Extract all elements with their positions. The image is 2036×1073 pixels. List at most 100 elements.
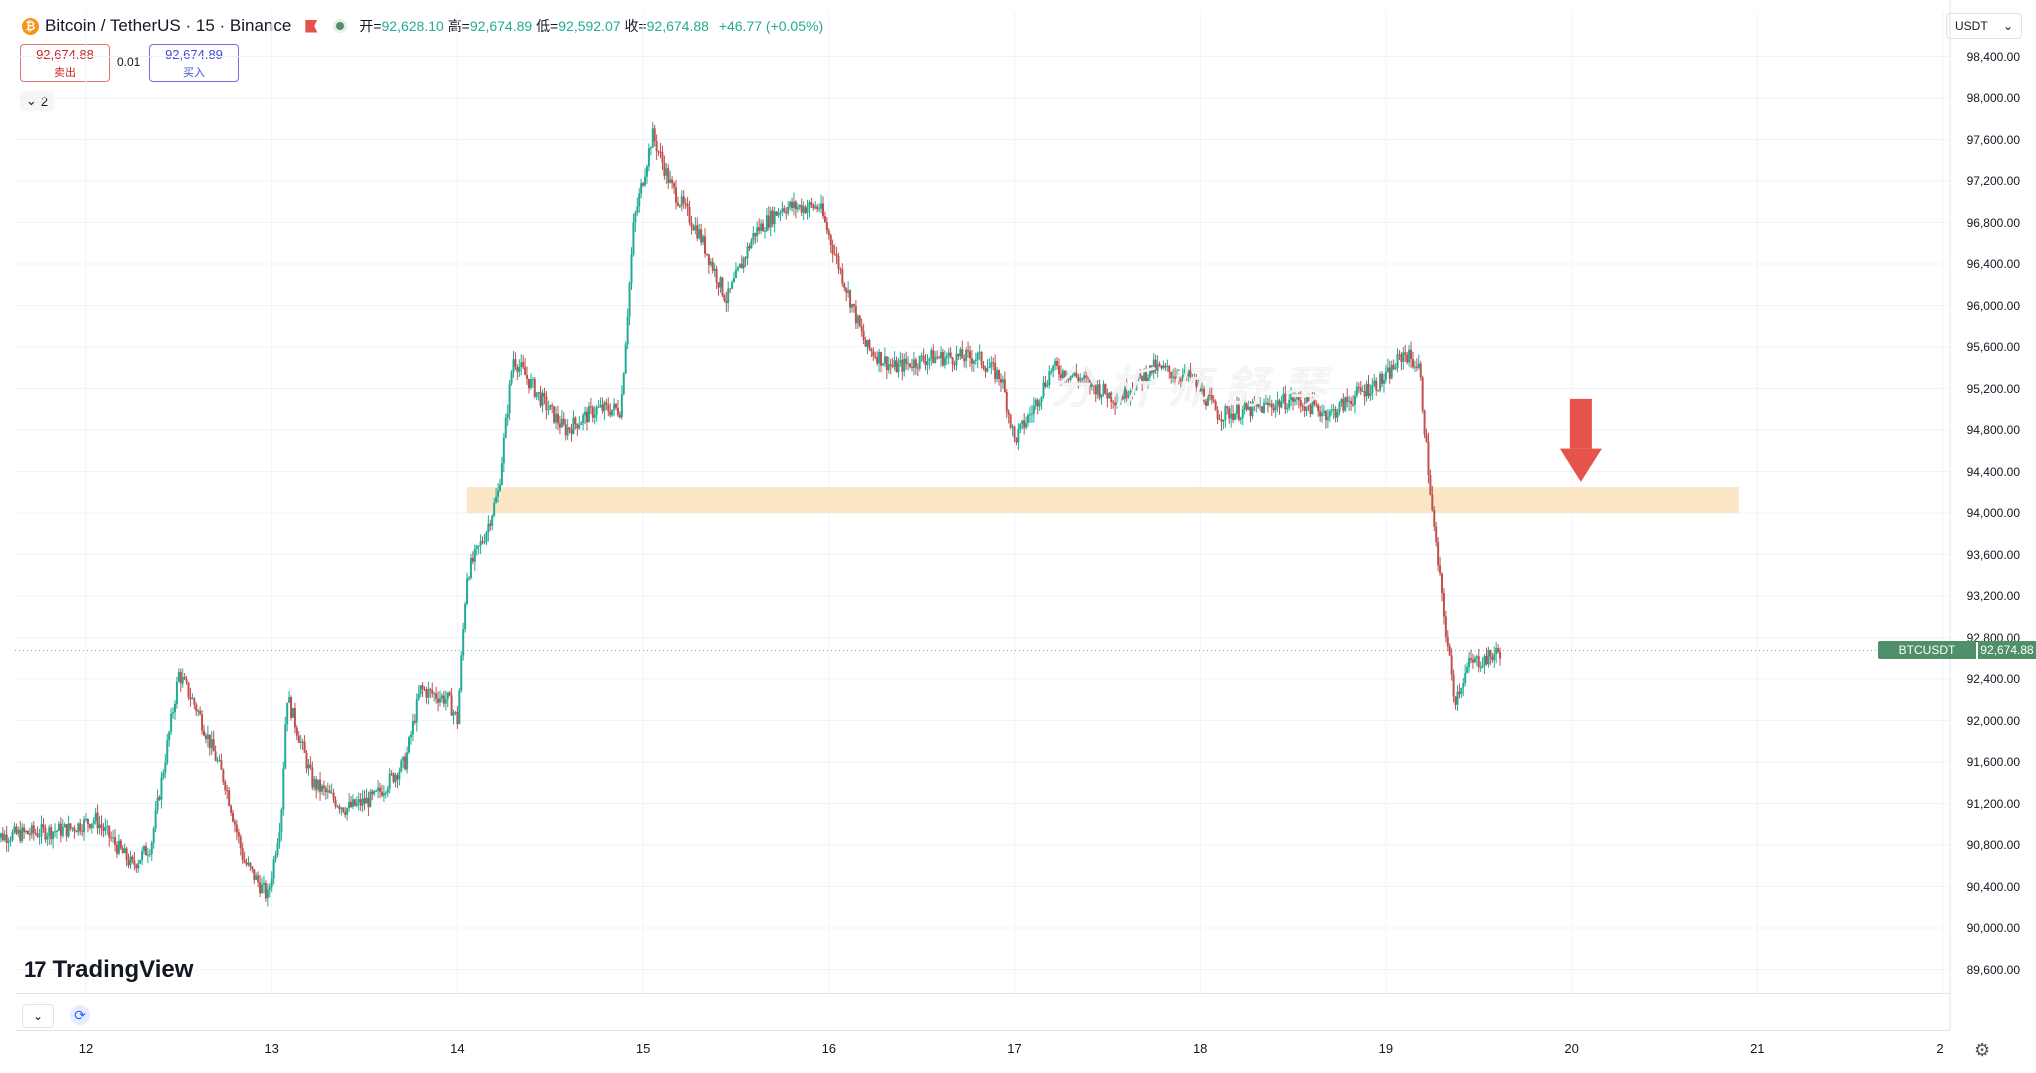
candle-body (893, 360, 896, 367)
candle-body (584, 411, 587, 416)
symbol-header[interactable]: ₿ Bitcoin / TetherUS · 15 · Binance 开=92… (22, 14, 823, 38)
candle-body (816, 206, 819, 209)
candle-body (1423, 410, 1426, 435)
support-zone-rect (466, 487, 1739, 513)
timeframe-collapse-button[interactable]: ⌄ (22, 1004, 54, 1028)
candle-body (1346, 397, 1349, 402)
symbol-title[interactable]: Bitcoin / TetherUS · 15 · Binance (45, 16, 292, 35)
candle-body (152, 828, 155, 843)
candle-body (595, 407, 598, 415)
time-axis[interactable]: 12 13 14 15 16 17 18 19 20 21 2 (15, 1030, 1950, 1071)
candle-body (566, 427, 569, 436)
candle-body (1363, 391, 1366, 397)
candle-body (1179, 379, 1182, 382)
candle-body (1206, 394, 1209, 406)
price-axis[interactable]: 98,400.00 98,000.00 97,600.00 97,200.00 96,8… (1950, 0, 2036, 1000)
candle-body (1015, 437, 1018, 443)
candle-body (665, 168, 668, 176)
candle-body (812, 204, 815, 209)
candle-body (920, 355, 923, 357)
candle-body (642, 183, 645, 186)
candle-body (305, 752, 308, 769)
candle-body (1336, 412, 1339, 418)
candle-body (717, 282, 720, 288)
candle-body (1402, 352, 1405, 362)
settings-gear-icon[interactable]: ⚙ (1974, 1040, 1991, 1060)
candle-body (1340, 399, 1343, 403)
candle-body (762, 223, 765, 232)
candle-body (1462, 683, 1465, 688)
candle-body (845, 288, 848, 293)
candle-body (907, 363, 910, 365)
candle-body (881, 363, 884, 366)
candle-body (164, 762, 167, 773)
flag-icon[interactable] (305, 19, 318, 33)
candle-body (829, 234, 832, 246)
buy-button[interactable]: 92,674.89 买入 (149, 44, 239, 82)
currency-select[interactable]: USDT ⌄ (1946, 13, 2022, 39)
candle-body (1282, 393, 1285, 402)
candle-body (36, 833, 39, 837)
candle-body (121, 848, 124, 854)
candle-body (44, 827, 47, 840)
candle-body (1288, 399, 1291, 408)
candle-body (468, 577, 471, 579)
bitcoin-logo-icon: ₿ (22, 17, 39, 35)
candle-body (485, 532, 488, 543)
candle-body (86, 818, 89, 825)
tradingview-logo[interactable]: 17 TradingView (24, 956, 193, 984)
candle-body (746, 246, 749, 259)
candle-body (456, 711, 459, 724)
candle-body (498, 484, 501, 491)
refresh-icon[interactable]: ⟳ (70, 1005, 90, 1025)
candle-body (1158, 363, 1161, 366)
candle-body (713, 268, 716, 271)
last-price-symbol-tag: BTCUSDT (1878, 641, 1976, 659)
candle-body (206, 734, 209, 740)
candle-body (404, 756, 407, 770)
candle-body (1096, 384, 1099, 395)
candle-body (711, 261, 714, 271)
candle-body (191, 698, 194, 700)
candle-body (452, 712, 455, 716)
candle-body (1429, 475, 1432, 495)
candle-body (914, 359, 917, 368)
candle-body (493, 502, 496, 516)
candle-body (40, 824, 43, 836)
candle-body (257, 875, 260, 883)
candle-body (146, 854, 149, 856)
candle-body (999, 379, 1002, 383)
price-axis-label: 97,200.00 (1966, 174, 2020, 188)
candle-body (1284, 393, 1287, 410)
candle-body (851, 304, 854, 308)
candle-body (363, 798, 366, 804)
candle-body (1328, 411, 1331, 417)
candle-body (1379, 373, 1382, 391)
candle-body (1497, 648, 1500, 652)
price-axis-label: 93,200.00 (1966, 589, 2020, 603)
candle-body (504, 417, 507, 438)
indicators-collapse-button[interactable]: ⌄ 2 (20, 91, 54, 111)
candle-body (361, 798, 364, 806)
candle-body (949, 352, 952, 358)
candle-body (941, 351, 944, 366)
candle-body (1119, 396, 1122, 401)
market-status-icon[interactable] (333, 19, 348, 33)
candle-body (659, 151, 662, 153)
candle-body (1458, 691, 1461, 694)
candle-body (232, 812, 235, 822)
candle-body (237, 832, 240, 837)
candle-body (543, 392, 546, 397)
candle-body (444, 699, 447, 704)
candle-body (1168, 366, 1171, 372)
candle-body (1264, 402, 1267, 404)
candle-body (446, 692, 449, 700)
sell-button[interactable]: 92,674.88 卖出 (20, 44, 110, 82)
candle-body (144, 846, 147, 856)
candle-body (324, 788, 327, 793)
candle-body (17, 829, 20, 834)
candle-body (1195, 377, 1198, 387)
candle-body (603, 402, 606, 412)
candle-body (336, 806, 339, 808)
